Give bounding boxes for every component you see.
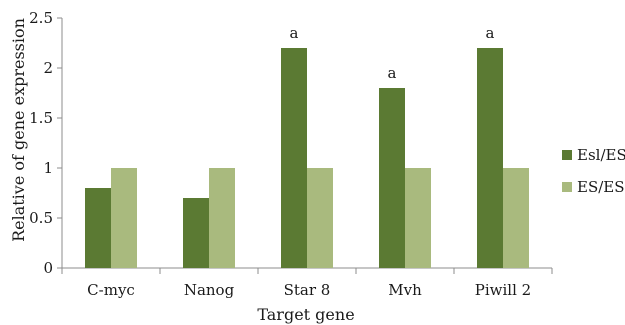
y-tick-label: 0: [43, 259, 53, 277]
bar-esl-es: [183, 198, 209, 268]
bar-es-es: [307, 168, 333, 268]
bars: [85, 48, 529, 268]
bar-esl-es: [281, 48, 307, 268]
significance-label: a: [290, 24, 299, 42]
bar-es-es: [405, 168, 431, 268]
bar-esl-es: [85, 188, 111, 268]
bar-es-es: [503, 168, 529, 268]
bar-esl-es: [477, 48, 503, 268]
x-tick-label: C-myc: [87, 281, 135, 299]
y-tick-label: 1: [43, 159, 53, 177]
legend-swatch: [562, 150, 572, 160]
annotations: a a a: [290, 24, 495, 82]
significance-label: a: [486, 24, 495, 42]
y-axis: 0 0.5 1 1.5 2 2.5: [29, 9, 63, 277]
x-tick-label: Piwill 2: [475, 281, 531, 299]
legend-swatch: [562, 182, 572, 192]
x-tick-label: Nanog: [184, 281, 235, 299]
legend: Esl/ES ES/ES: [562, 146, 625, 196]
y-axis-title: Relative of gene expression: [9, 18, 28, 242]
bar-esl-es: [379, 88, 405, 268]
y-tick-label: 0.5: [29, 209, 53, 227]
significance-label: a: [388, 64, 397, 82]
x-tick-label: Mvh: [388, 281, 422, 299]
x-axis: C-myc Nanog Star 8 Mvh Piwill 2: [61, 267, 553, 299]
y-tick-label: 1.5: [29, 109, 53, 127]
x-tick-label: Star 8: [284, 281, 331, 299]
bar-es-es: [209, 168, 235, 268]
y-tick-label: 2.5: [29, 9, 53, 27]
y-tick-label: 2: [43, 59, 53, 77]
legend-label: Esl/ES: [577, 146, 625, 164]
bar-es-es: [111, 168, 137, 268]
legend-label: ES/ES: [577, 178, 625, 196]
x-axis-title: Target gene: [257, 305, 354, 324]
